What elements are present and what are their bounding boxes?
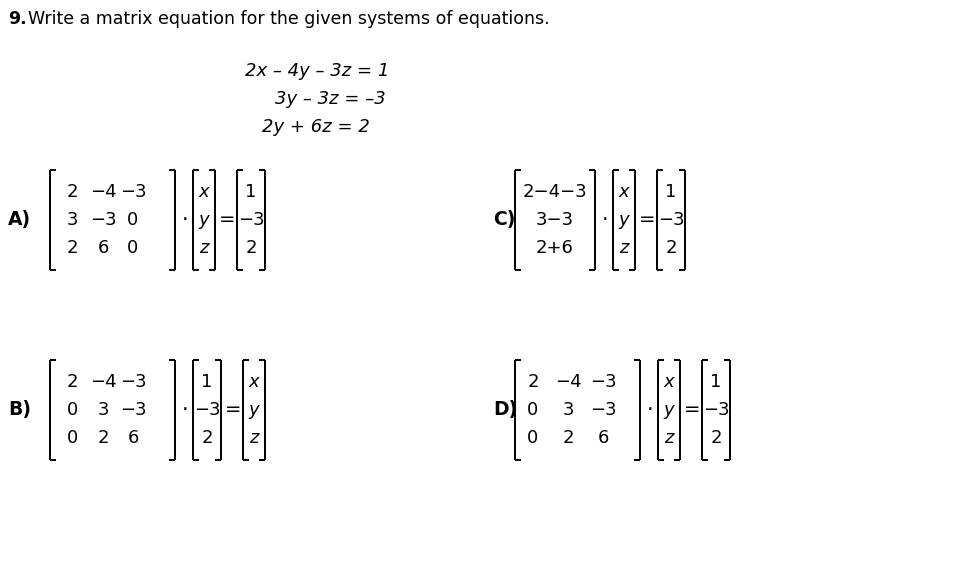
- Text: −3: −3: [657, 211, 683, 229]
- Text: z: z: [619, 239, 628, 257]
- Text: C): C): [492, 210, 515, 230]
- Text: 3: 3: [97, 401, 109, 419]
- Text: 3−3: 3−3: [535, 211, 574, 229]
- Text: −3: −3: [237, 211, 264, 229]
- Text: 2: 2: [527, 373, 538, 391]
- Text: D): D): [492, 401, 517, 419]
- Text: ·: ·: [646, 400, 653, 420]
- Text: 2: 2: [66, 239, 78, 257]
- Text: Write a matrix equation for the given systems of equations.: Write a matrix equation for the given sy…: [28, 10, 549, 28]
- Text: A): A): [8, 210, 31, 230]
- Text: 2: 2: [561, 429, 573, 447]
- Text: 2: 2: [66, 183, 78, 201]
- Text: 6: 6: [97, 239, 109, 257]
- Text: 2: 2: [66, 373, 78, 391]
- Text: 2: 2: [201, 429, 212, 447]
- Text: 0: 0: [127, 211, 138, 229]
- Text: B): B): [8, 401, 31, 419]
- Text: y: y: [249, 401, 259, 419]
- Text: x: x: [618, 183, 628, 201]
- Text: 3: 3: [66, 211, 78, 229]
- Text: 6: 6: [127, 429, 138, 447]
- Text: −3: −3: [119, 401, 146, 419]
- Text: ·: ·: [601, 210, 607, 230]
- Text: −3: −3: [589, 401, 616, 419]
- Text: −3: −3: [89, 211, 116, 229]
- Text: 2−4−3: 2−4−3: [522, 183, 587, 201]
- Text: y: y: [199, 211, 209, 229]
- Text: 0: 0: [66, 429, 78, 447]
- Text: 9.: 9.: [8, 10, 27, 28]
- Text: −3: −3: [119, 373, 146, 391]
- Text: x: x: [249, 373, 259, 391]
- Text: 1: 1: [201, 373, 212, 391]
- Text: −3: −3: [702, 401, 728, 419]
- Text: 2: 2: [709, 429, 721, 447]
- Text: ·: ·: [182, 210, 188, 230]
- Text: 0: 0: [66, 401, 78, 419]
- Text: =: =: [218, 210, 235, 230]
- Text: 2x – 4y – 3z = 1: 2x – 4y – 3z = 1: [245, 62, 389, 80]
- Text: 2: 2: [245, 239, 257, 257]
- Text: x: x: [663, 373, 674, 391]
- Text: −4: −4: [89, 183, 116, 201]
- Text: 2+6: 2+6: [535, 239, 574, 257]
- Text: x: x: [199, 183, 209, 201]
- Text: y: y: [618, 211, 628, 229]
- Text: 6: 6: [597, 429, 608, 447]
- Text: −3: −3: [589, 373, 616, 391]
- Text: 0: 0: [527, 429, 538, 447]
- Text: 0: 0: [127, 239, 138, 257]
- Text: 3y – 3z = –3: 3y – 3z = –3: [275, 90, 385, 108]
- Text: z: z: [199, 239, 209, 257]
- Text: z: z: [249, 429, 259, 447]
- Text: 2: 2: [97, 429, 109, 447]
- Text: −4: −4: [554, 373, 580, 391]
- Text: =: =: [683, 401, 700, 419]
- Text: 2y + 6z = 2: 2y + 6z = 2: [261, 118, 369, 136]
- Text: 2: 2: [665, 239, 676, 257]
- Text: ·: ·: [182, 400, 188, 420]
- Text: −4: −4: [89, 373, 116, 391]
- Text: =: =: [638, 210, 654, 230]
- Text: −3: −3: [119, 183, 146, 201]
- Text: 1: 1: [709, 373, 721, 391]
- Text: −3: −3: [193, 401, 220, 419]
- Text: z: z: [663, 429, 673, 447]
- Text: y: y: [663, 401, 674, 419]
- Text: 0: 0: [527, 401, 538, 419]
- Text: 3: 3: [561, 401, 573, 419]
- Text: 1: 1: [245, 183, 257, 201]
- Text: 1: 1: [665, 183, 676, 201]
- Text: =: =: [225, 401, 241, 419]
